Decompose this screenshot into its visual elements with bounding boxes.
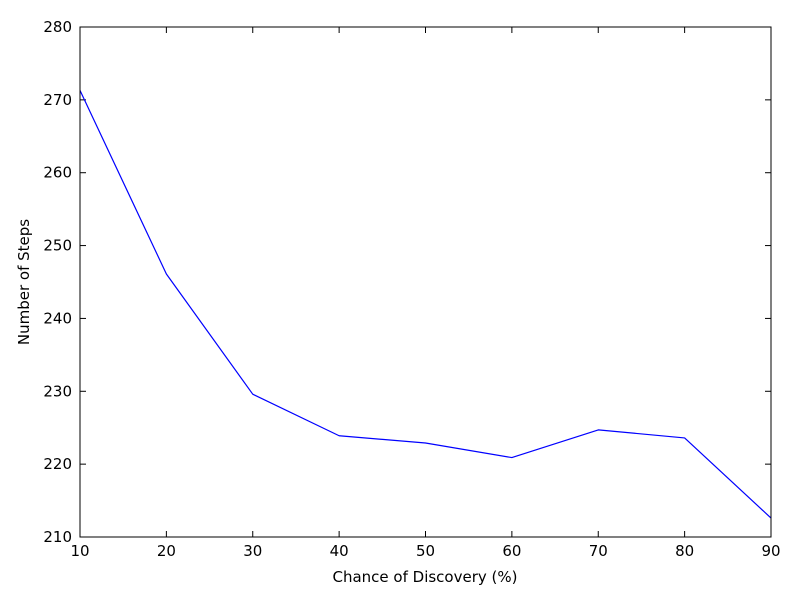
- y-tick-label: 210: [43, 528, 72, 546]
- axis-ticks: [79, 26, 772, 538]
- x-tick-label: 50: [416, 542, 435, 560]
- x-tick-label: 80: [675, 542, 694, 560]
- x-tick-label: 40: [330, 542, 349, 560]
- x-tick-label: 10: [70, 542, 89, 560]
- x-tick-label: 30: [243, 542, 262, 560]
- y-tick-label: 280: [43, 18, 72, 36]
- y-tick-label: 260: [43, 164, 72, 182]
- y-tick-label: 250: [43, 237, 72, 255]
- x-axis-label: Chance of Discovery (%): [333, 568, 518, 586]
- series-layer: [79, 90, 772, 519]
- y-axis-label: Number of Steps: [15, 219, 33, 345]
- series-line: [79, 90, 772, 519]
- tick-labels: 10 20 30 40 50 60 70 80 90 210 220 230 240 250 260 270 2…: [43, 18, 780, 560]
- y-tick-label: 220: [43, 455, 72, 473]
- y-tick-label: 230: [43, 382, 72, 400]
- x-tick-label: 70: [589, 542, 608, 560]
- x-tick-label: 20: [157, 542, 176, 560]
- y-tick-label: 240: [43, 309, 72, 327]
- x-tick-label: 60: [502, 542, 521, 560]
- y-tick-label: 270: [43, 91, 72, 109]
- plot-frame: [79, 26, 772, 538]
- x-tick-label: 90: [761, 542, 780, 560]
